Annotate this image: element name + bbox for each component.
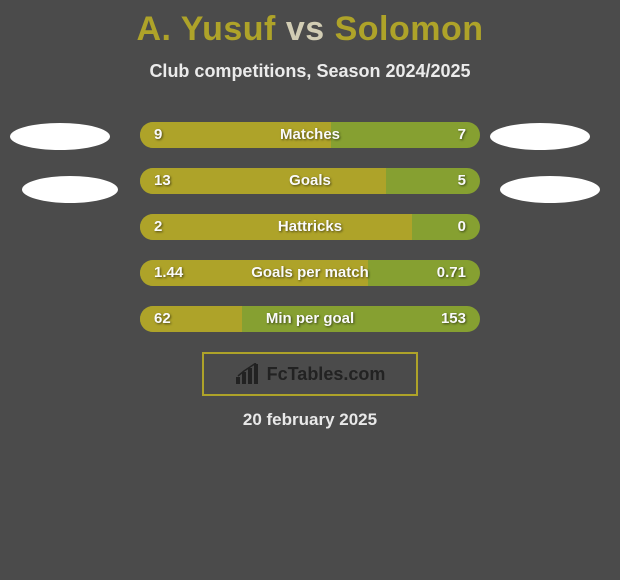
stat-row: 2Hattricks0 bbox=[140, 214, 480, 240]
stat-label: Goals per match bbox=[140, 260, 480, 286]
stat-value-right: 7 bbox=[458, 122, 466, 148]
fctables-logo[interactable]: FcTables.com bbox=[202, 352, 418, 396]
comparison-card: A. Yusuf vs Solomon Club competitions, S… bbox=[0, 0, 620, 580]
team-logo-placeholder bbox=[490, 123, 590, 150]
stat-value-right: 5 bbox=[458, 168, 466, 194]
stat-label: Goals bbox=[140, 168, 480, 194]
player-a-name: A. Yusuf bbox=[136, 10, 275, 48]
stat-label: Hattricks bbox=[140, 214, 480, 240]
subtitle: Club competitions, Season 2024/2025 bbox=[0, 61, 620, 82]
date-line: 20 february 2025 bbox=[0, 410, 620, 430]
stat-value-right: 153 bbox=[441, 306, 466, 332]
stat-value-right: 0 bbox=[458, 214, 466, 240]
stat-label: Min per goal bbox=[140, 306, 480, 332]
stat-value-right: 0.71 bbox=[437, 260, 466, 286]
vs-word: vs bbox=[286, 10, 325, 48]
title: A. Yusuf vs Solomon bbox=[0, 0, 620, 49]
stats-bars: 9Matches7 13Goals5 2Hattricks0 1.44Goals pe… bbox=[0, 122, 620, 352]
player-b-name: Solomon bbox=[335, 10, 484, 48]
stat-row: 9Matches7 bbox=[140, 122, 480, 148]
stat-row: 13Goals5 bbox=[140, 168, 480, 194]
stat-row: 1.44Goals per match0.71 bbox=[140, 260, 480, 286]
stat-label: Matches bbox=[140, 122, 480, 148]
team-logo-placeholder bbox=[500, 176, 600, 203]
team-logo-placeholder bbox=[10, 123, 110, 150]
logo-text: FcTables.com bbox=[267, 364, 386, 385]
team-logo-placeholder bbox=[22, 176, 118, 203]
bar-chart-icon bbox=[235, 363, 261, 385]
stat-row: 62Min per goal153 bbox=[140, 306, 480, 332]
